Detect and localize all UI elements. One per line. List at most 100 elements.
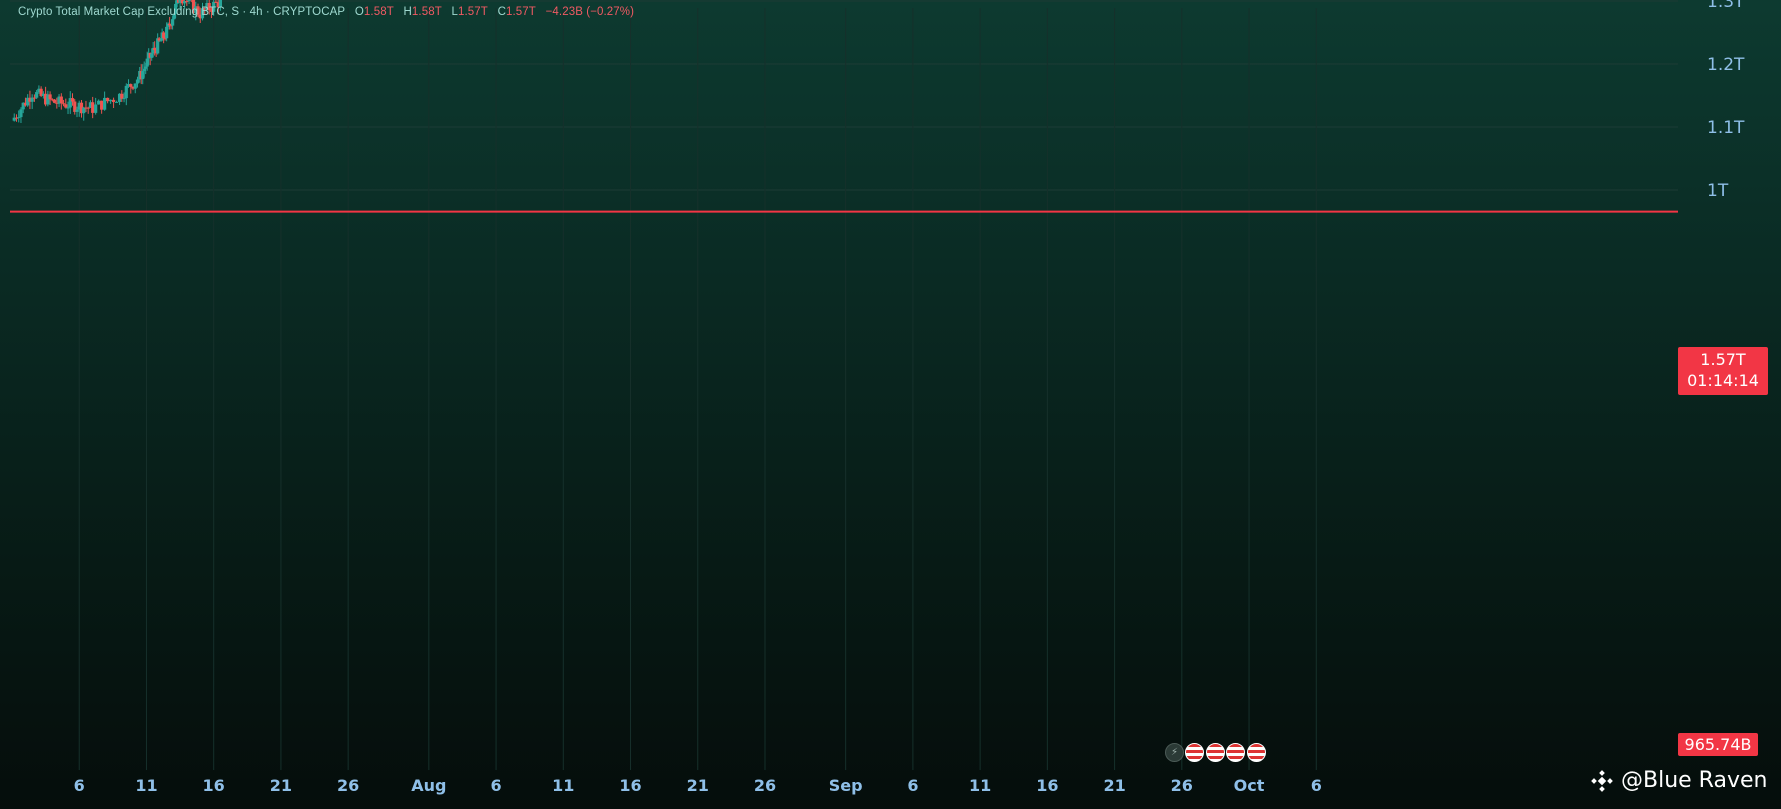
candle-body[interactable] [12, 117, 16, 121]
candle-body[interactable] [218, 0, 223, 8]
candle-body[interactable] [212, 1, 216, 12]
candle-body[interactable] [86, 107, 90, 109]
candle-body[interactable] [142, 68, 146, 72]
candle-body[interactable] [150, 53, 154, 58]
candle-body[interactable] [196, 6, 200, 15]
candle-body[interactable] [79, 102, 84, 114]
candle-body[interactable] [66, 107, 70, 109]
candles[interactable] [12, 0, 948, 123]
time-axis[interactable]: 6 11 16 21 26 Aug 6 11 16 21 26 Sep 6 11 16 21 26 Oct 6 [74, 776, 1322, 795]
candle-body[interactable] [64, 104, 68, 108]
candle-body[interactable] [216, 2, 220, 8]
candle-body[interactable] [153, 47, 157, 51]
candle-body[interactable] [30, 97, 34, 102]
candle-body[interactable] [203, 8, 207, 10]
candle-body[interactable] [84, 107, 88, 109]
us-flag-icon[interactable] [1246, 743, 1266, 762]
candle-body[interactable] [120, 93, 124, 99]
candle-body[interactable] [169, 25, 173, 27]
candle-body[interactable] [144, 66, 148, 69]
candle-body[interactable] [41, 93, 45, 96]
candle-body[interactable] [14, 117, 19, 119]
candle-body[interactable] [73, 101, 77, 112]
candle-body[interactable] [91, 102, 95, 113]
candle-body[interactable] [145, 58, 149, 67]
candle-body[interactable] [159, 40, 163, 42]
candle-body[interactable] [88, 102, 93, 108]
candle-body[interactable] [52, 99, 57, 103]
candle-body[interactable] [37, 88, 41, 93]
candle-body[interactable] [151, 47, 155, 54]
candle-body[interactable] [59, 96, 63, 104]
candle-body[interactable] [17, 117, 21, 119]
candle-body[interactable] [209, 10, 214, 12]
candle-body[interactable] [165, 26, 169, 39]
candle-body[interactable] [117, 93, 122, 102]
candle-body[interactable] [122, 98, 126, 100]
candle-body[interactable] [191, 0, 196, 14]
candle-body[interactable] [126, 84, 131, 86]
candle-body[interactable] [28, 97, 32, 102]
fib-levels[interactable]: -0.618 (1.9T)-0.382 (1.82T)0 (1.68T)0.38… [10, 0, 1678, 213]
candle-body[interactable] [46, 94, 50, 105]
candle-body[interactable] [21, 102, 25, 110]
candle-body[interactable] [19, 109, 23, 118]
candle-body[interactable] [39, 88, 43, 96]
candle-body[interactable] [198, 14, 202, 19]
economic-events[interactable]: ⚡ [1165, 743, 1266, 762]
candle-body[interactable] [214, 1, 218, 3]
candle-body[interactable] [156, 38, 160, 54]
candle-body[interactable] [50, 99, 54, 101]
candle-body[interactable] [32, 97, 37, 99]
candle-body[interactable] [168, 23, 172, 26]
candle-body[interactable] [55, 102, 59, 104]
candle-body[interactable] [94, 104, 98, 113]
candle-body[interactable] [100, 100, 104, 110]
candle-body[interactable] [57, 96, 61, 104]
candle-body[interactable] [185, 1, 189, 3]
candle-body[interactable] [200, 8, 205, 19]
bolt-icon[interactable]: ⚡ [1165, 743, 1184, 762]
candle-body[interactable] [187, 0, 191, 2]
candle-body[interactable] [77, 102, 81, 110]
candle-body[interactable] [106, 97, 110, 102]
candle-body[interactable] [157, 38, 161, 41]
candle-body[interactable] [75, 109, 79, 112]
us-flag-icon[interactable] [1185, 743, 1205, 762]
candle-body[interactable] [178, 0, 182, 3]
us-flag-icon[interactable] [1226, 743, 1246, 762]
candle-body[interactable] [109, 99, 113, 102]
candle-body[interactable] [194, 6, 198, 14]
candle-body[interactable] [141, 71, 145, 80]
candle-body[interactable] [124, 85, 128, 99]
candle-body[interactable] [44, 93, 48, 105]
candle-body[interactable] [205, 3, 209, 10]
candle-body[interactable] [111, 99, 116, 103]
candle-body[interactable] [48, 94, 52, 100]
candle-body[interactable] [172, 13, 176, 20]
candle-body[interactable] [61, 103, 66, 105]
candle-body[interactable] [162, 32, 166, 39]
candle-body[interactable] [97, 100, 101, 105]
candle-body[interactable] [35, 92, 39, 98]
candle-body[interactable] [114, 101, 119, 103]
candle-body[interactable] [129, 84, 133, 87]
us-flag-icon[interactable] [1205, 743, 1225, 762]
candle-body[interactable] [26, 97, 30, 106]
price-axis[interactable]: 1T1.1T1.2T1.3T1.4T1.5T1.6T1.7T1.8T1.9T2T… [1707, 0, 1745, 201]
candle-body[interactable] [82, 107, 86, 114]
candle-body[interactable] [171, 19, 175, 26]
candle-body[interactable] [182, 1, 187, 4]
candle-body[interactable] [166, 23, 170, 27]
candle-body[interactable] [180, 0, 184, 4]
candle-body[interactable] [135, 79, 140, 84]
candle-body[interactable] [173, 3, 178, 14]
candle-body[interactable] [103, 97, 107, 110]
candle-body[interactable] [131, 86, 135, 89]
candle-body[interactable] [163, 38, 167, 40]
symbol-title[interactable]: Crypto Total Market Cap Excluding BTC, S… [18, 6, 345, 18]
candle-body[interactable] [207, 3, 211, 11]
candle-body[interactable] [133, 83, 137, 89]
candle-body[interactable] [70, 98, 75, 102]
